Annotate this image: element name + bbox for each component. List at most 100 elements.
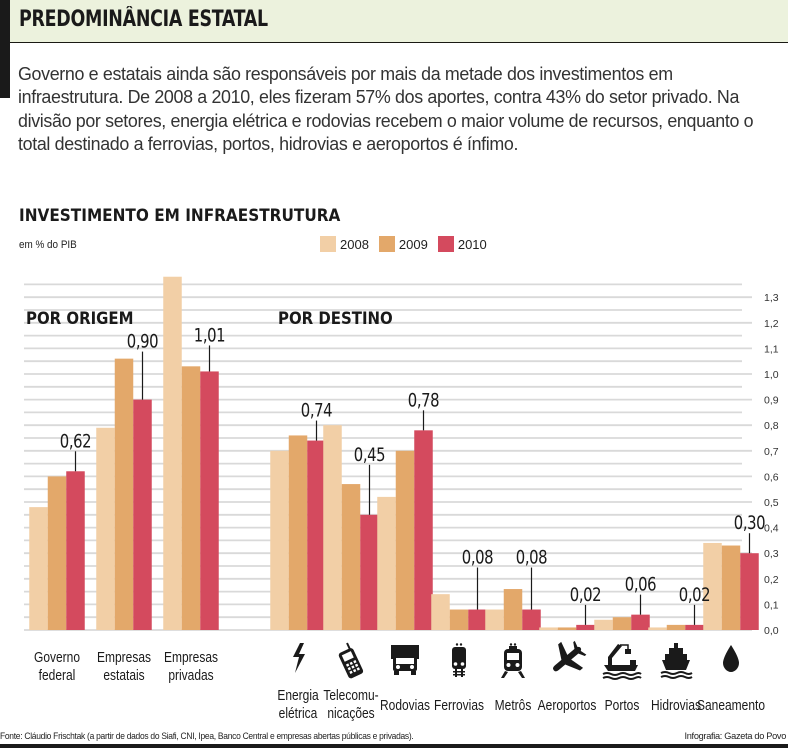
legend-swatch-2008 [320,236,336,252]
category-icons [293,640,739,680]
y-tick-label: 0,4 [764,523,779,535]
bar-2010 [133,399,152,630]
bar-2008 [163,276,182,630]
data-label: 0,08 [516,547,547,569]
x-axis-label: Empresas [164,649,218,666]
x-axis-label: Ferrovias [434,697,484,714]
legend-label-2009: 2009 [398,236,428,252]
bar-2009 [114,358,134,630]
y-tick-label: 0,8 [764,420,779,432]
legend-label-2010: 2010 [457,236,487,252]
bar-2008 [485,609,504,630]
x-axis-label: Hidrovias [651,697,701,714]
bar-2009 [288,435,308,630]
bar-2009 [721,545,741,630]
y-tick-label: 0,9 [764,395,779,407]
bar-2010 [307,440,326,630]
water-drop-icon [723,645,739,672]
y-tick-label: 0,6 [764,471,779,483]
x-axis-label: Saneamento [697,697,765,714]
y-tick-label: 0,2 [764,574,779,586]
y-tick-label: 1,2 [764,318,779,330]
metro-icon [501,643,525,678]
y-tick-label: 0,1 [764,599,779,611]
bar-2009 [47,476,67,630]
x-axis-label: Governo [34,649,80,666]
x-axis-label: Rodovias [380,697,430,714]
data-label: 0,78 [408,390,439,412]
bar-2008 [594,619,613,630]
footer-rule [0,744,788,748]
ship-icon [660,643,693,679]
data-label: 0,62 [60,431,91,453]
x-axis-label: nicações [327,705,375,722]
source-note: Fonte: Cláudio Frischtak (a partir de da… [0,731,414,741]
header-banner [0,0,788,43]
y-tick-label: 1,1 [764,343,779,355]
y-tick-label: 1,0 [764,369,779,381]
bar-2008 [648,627,667,630]
port-crane-icon [602,644,642,680]
data-label: 0,90 [127,331,158,353]
bar-2010 [576,624,595,630]
x-axis-label: Empresas [97,649,151,666]
x-axis-label: elétrica [279,705,318,722]
y-tick-label: 0,0 [764,625,779,637]
bar-2008 [96,427,115,630]
x-axis-label: Metrôs [495,697,532,714]
bar-2009 [557,627,577,630]
x-axis-label: federal [39,667,76,684]
data-label: 0,30 [734,512,765,534]
bar-2008 [539,627,558,630]
y-tick-label: 1,3 [764,292,779,304]
data-label: 0,02 [570,584,601,606]
bar-2010 [468,609,487,630]
bar-2010 [631,614,650,630]
x-axis-label: Energia [277,687,319,704]
x-axis-label: privadas [168,667,214,684]
bar-2009 [612,617,632,630]
legend-swatch-2010 [437,236,454,252]
bar-2008 [29,507,48,630]
y-axis-unit-label: em % do PIB [19,239,77,251]
bar-2009 [449,609,469,630]
data-label: 0,45 [354,444,385,466]
y-tick-label: 0,7 [764,446,779,458]
data-label: 0,06 [625,574,656,596]
bar-2010 [414,430,433,630]
bar-2010 [66,471,85,630]
bar-2009 [341,484,361,630]
x-axis-label: estatais [103,667,145,684]
group-label-por-destino: POR DESTINO [278,308,393,328]
bar-2009 [503,589,523,630]
intro-paragraph: Governo e estatais ainda são responsávei… [18,63,754,154]
y-axis: 0,0 0,1 0,2 0,3 0,4 0,5 0,6 0,7 0,8 0,9 1,0 1,1 1,2 1… [764,292,779,637]
bar-2008 [270,450,289,630]
bar-2010 [360,514,379,630]
chart-legend: 2008 2009 2010 [320,236,487,252]
data-label: 0,74 [301,400,332,422]
data-label: 0,08 [462,547,493,569]
group-label-por-origem: POR ORIGEM [26,308,134,328]
lightning-icon [293,643,305,673]
bar-2008 [377,496,396,630]
y-tick-label: 0,3 [764,548,779,560]
group-labels: POR ORIGEM POR DESTINO [26,308,393,328]
bar-2008 [703,542,722,630]
x-axis-labels: GovernofederalEmpresasestataisEmpresaspr… [34,649,765,722]
x-axis-label: Telecomu- [323,687,378,704]
x-axis-label: Portos [605,697,640,714]
bar-chart: 0,0 0,1 0,2 0,3 0,4 0,5 0,6 0,7 0,8 0,9 1,0 1,1 1,2 1… [24,276,779,722]
credit-note: Infografia: Gazeta do Povo [684,731,787,741]
bars [29,276,759,630]
bar-2008 [323,425,342,630]
header-accent-bar [0,0,10,98]
y-tick-label: 0,5 [764,497,779,509]
legend-item-2009: 2009 [378,236,428,252]
bar-2009 [666,624,686,630]
legend-item-2008: 2008 [320,236,369,252]
bar-2008 [431,594,450,630]
data-label: 0,02 [679,584,710,606]
bar-2009 [395,450,415,630]
airplane-icon [552,640,587,672]
